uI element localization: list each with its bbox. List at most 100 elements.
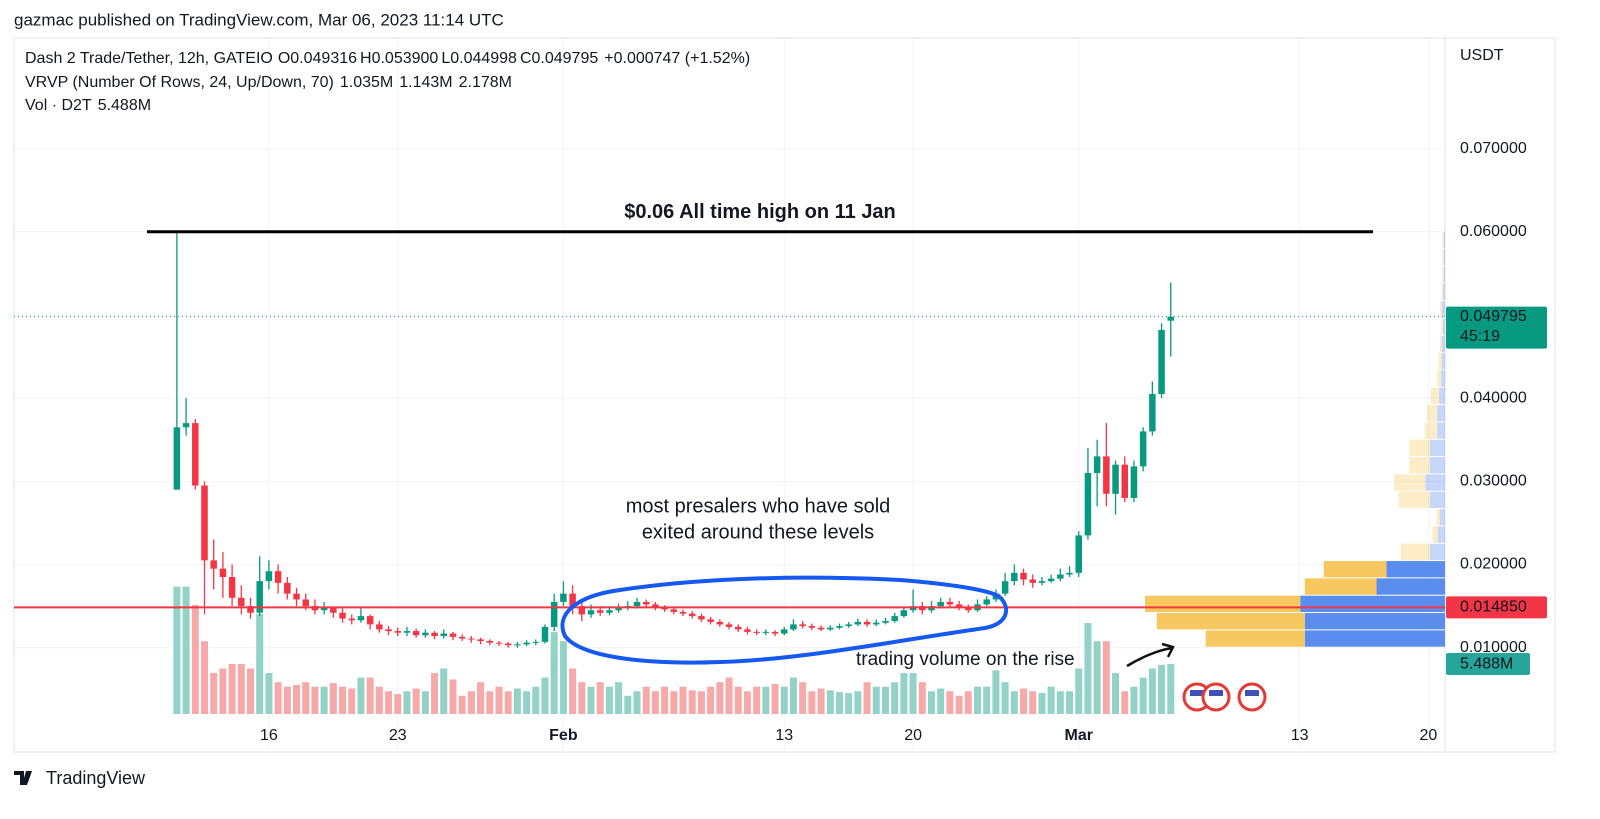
legend-value: 0.053900 [372, 50, 439, 67]
volume-bar [1001, 682, 1009, 714]
candle-body [422, 632, 429, 636]
candle-body [578, 606, 586, 615]
flag-icon [1237, 682, 1267, 712]
volume-bar [431, 673, 439, 714]
candle-body [201, 485, 208, 561]
profile-down [1323, 561, 1387, 578]
profile-up [1430, 543, 1445, 561]
volume-bar [780, 686, 788, 714]
candle-body [385, 629, 392, 632]
candle-body [670, 609, 678, 612]
volume-bar [173, 586, 181, 714]
volume-bar [974, 686, 982, 714]
candle-body [771, 631, 779, 634]
profile-up [1300, 595, 1445, 613]
profile-up [1304, 630, 1445, 647]
volume-bar [633, 691, 641, 714]
logo-mark [14, 771, 32, 785]
profile-down [1400, 543, 1430, 561]
candle-body [302, 599, 309, 607]
candle-body [652, 604, 659, 608]
level-tag [1446, 596, 1547, 619]
profile-up [1437, 405, 1445, 422]
profile-down [1409, 457, 1430, 474]
candle-body [937, 601, 944, 607]
candle-body [403, 631, 411, 633]
candle-body [274, 571, 282, 583]
candle-body [357, 616, 365, 621]
arrow [1126, 642, 1175, 668]
volume-bar [302, 682, 310, 714]
profile-up [1441, 335, 1445, 353]
volume-bar [532, 686, 540, 714]
profile-down [1145, 595, 1301, 613]
footer: TradingView [46, 768, 146, 788]
profile-down [1438, 353, 1442, 370]
candle-body [983, 599, 990, 605]
volume-bar [596, 682, 604, 714]
volume-bar [670, 691, 678, 714]
volume-bar [1056, 691, 1064, 714]
volume-bar [725, 677, 733, 714]
candle-body [1167, 316, 1175, 321]
candle-body [1020, 572, 1027, 580]
candle-body [210, 560, 217, 569]
candle-body [753, 631, 760, 633]
volume-bar [541, 677, 549, 714]
candle-body [1158, 329, 1165, 394]
volume-bar [1130, 686, 1138, 714]
candle-body [716, 621, 724, 625]
volume-bar [421, 691, 429, 714]
volume-bar [265, 673, 273, 714]
legend-key: C [520, 50, 532, 67]
candle-body [1149, 394, 1156, 432]
profile-up [1376, 578, 1445, 595]
candle-body [799, 624, 806, 627]
candle-body [1130, 466, 1138, 498]
candle-body [808, 626, 816, 628]
y-tick-label: 0.010000 [1460, 639, 1527, 656]
candle-body [688, 613, 696, 617]
candle-body [845, 624, 852, 627]
volume-bar [339, 686, 347, 714]
y-tick-label: 0.020000 [1460, 556, 1527, 573]
profile-up [1441, 353, 1445, 370]
volume-bar [495, 686, 503, 714]
volume-bar [707, 686, 715, 714]
volume-bar [191, 604, 199, 714]
volume-bar [449, 679, 457, 714]
y-tick-label: 0.070000 [1460, 140, 1527, 157]
volume-bar [835, 692, 843, 714]
volume-bar [504, 691, 512, 714]
volume-bar [1084, 623, 1092, 714]
y-tick-label: 0.060000 [1460, 223, 1527, 240]
profile-up [1439, 509, 1445, 526]
candle-body [781, 629, 788, 634]
volume-bar [605, 686, 613, 714]
profile-down [1442, 249, 1444, 266]
annotation: exited around these levels [642, 521, 874, 543]
profile-down [1432, 526, 1438, 543]
volume-pane [173, 586, 1175, 714]
volume-bar [854, 691, 862, 714]
profile-up [1443, 283, 1445, 301]
volume-bar [1038, 693, 1046, 714]
profile-down [1442, 266, 1444, 283]
profile-up [1443, 266, 1445, 283]
profile-up [1439, 387, 1445, 405]
profile-down [1436, 509, 1440, 526]
x-tick-label: 23 [389, 727, 407, 744]
profile-down [1409, 439, 1430, 457]
vrvp-down: 1.143M [399, 74, 452, 91]
candle-body [1112, 464, 1119, 494]
volume-bar [1112, 673, 1120, 714]
candle-body [293, 593, 300, 600]
x-tick-label: 20 [904, 727, 922, 744]
candle-body [1084, 473, 1092, 536]
candle-body [192, 423, 199, 486]
candle-body [173, 427, 181, 490]
candle-body [477, 639, 484, 642]
profile-up [1437, 422, 1445, 439]
ath-text: $0.06 All time high on 11 Jan [624, 201, 896, 223]
